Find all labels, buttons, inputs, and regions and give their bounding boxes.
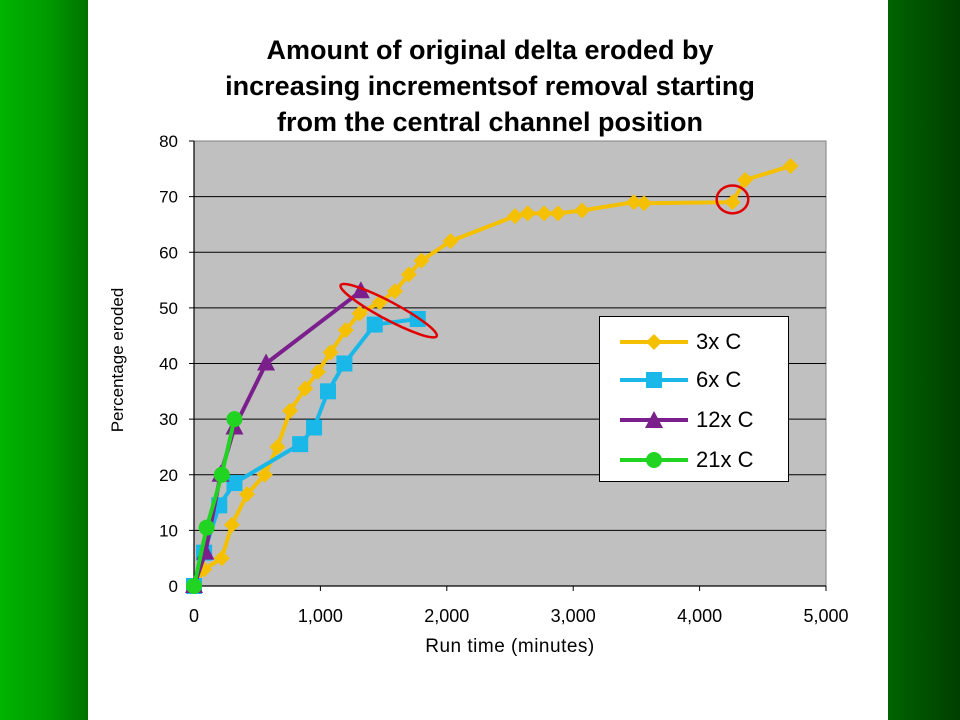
legend-item-12x: 12x C bbox=[600, 405, 788, 435]
legend-label-6x: 6x C bbox=[696, 367, 742, 392]
left-green-band bbox=[0, 0, 88, 720]
data-point-3xc-16 bbox=[413, 252, 430, 269]
title-line-1: Amount of original delta eroded by bbox=[266, 35, 714, 65]
data-point-3xc-14 bbox=[386, 283, 403, 300]
data-point-21xc-3 bbox=[226, 411, 243, 428]
x-tick-label-3: 3,000 bbox=[551, 606, 596, 626]
series-line-21xc bbox=[192, 418, 237, 587]
legend-item-3x: 3x C bbox=[600, 327, 788, 357]
data-point-3xc-17 bbox=[442, 233, 459, 250]
x-tick-label-2: 2,000 bbox=[424, 606, 469, 626]
data-point-3xc-8 bbox=[297, 380, 314, 397]
highlight-circle bbox=[715, 184, 750, 215]
legend-item-21x: 21x C bbox=[600, 445, 788, 475]
y-tick-label-8: 80 bbox=[159, 132, 178, 151]
highlight-ellipse bbox=[339, 282, 439, 339]
legend-key-square bbox=[620, 372, 688, 388]
legend-label-21x: 21x C bbox=[696, 447, 754, 472]
legend-label-12x: 12x C bbox=[696, 407, 754, 432]
y-tick-label-7: 70 bbox=[159, 188, 178, 207]
data-point-3xc-4 bbox=[239, 486, 256, 503]
data-point-3xc-22 bbox=[574, 202, 591, 219]
data-point-3xc-11 bbox=[337, 322, 354, 339]
data-point-3xc-6 bbox=[269, 438, 286, 455]
data-point-6xc-7 bbox=[336, 355, 353, 372]
data-point-6xc-6 bbox=[319, 383, 336, 400]
x-axis-label: Run time (minutes) bbox=[425, 636, 595, 657]
legend-item-6x: 6x C bbox=[600, 365, 788, 395]
data-point-3xc-26 bbox=[737, 171, 754, 188]
data-point-3xc-12 bbox=[351, 305, 368, 322]
legend-key-diamond bbox=[620, 334, 688, 350]
y-tick-label-5: 50 bbox=[159, 299, 178, 318]
chart-title: Amount of original delta eroded by incre… bbox=[180, 32, 800, 140]
data-point-3xc-23 bbox=[625, 194, 642, 211]
y-tick-label-1: 10 bbox=[159, 521, 178, 540]
data-point-6xc-4 bbox=[292, 436, 309, 453]
x-tick-label-4: 4,000 bbox=[677, 606, 722, 626]
y-tick-label-0: 0 bbox=[169, 577, 178, 596]
data-point-3xc-27 bbox=[782, 158, 799, 175]
data-point-12xc-5 bbox=[351, 281, 370, 299]
legend: 3x C 6x C 12x C 21x C bbox=[599, 316, 789, 482]
y-tick-label-3: 30 bbox=[159, 410, 178, 429]
data-point-3xc-10 bbox=[322, 344, 339, 361]
title-line-3: from the central channel position bbox=[276, 107, 704, 137]
data-point-3xc-21 bbox=[550, 205, 567, 222]
data-point-3xc-18 bbox=[507, 208, 524, 225]
data-point-3xc-7 bbox=[282, 402, 299, 419]
data-point-6xc-3 bbox=[226, 475, 243, 492]
data-point-21xc-1 bbox=[198, 519, 215, 536]
title-line-2: increasing incrementsof removal starting bbox=[225, 71, 755, 101]
data-point-3xc-2 bbox=[213, 550, 230, 567]
series-line-3xc bbox=[192, 164, 792, 588]
legend-label-3x: 3x C bbox=[696, 329, 742, 354]
data-point-12xc-4 bbox=[257, 353, 276, 371]
data-point-3xc-20 bbox=[536, 205, 553, 222]
data-point-6xc-5 bbox=[306, 419, 323, 436]
y-axis-label: Percentage eroded bbox=[108, 287, 127, 433]
x-tick-label-5: 5,000 bbox=[803, 606, 848, 626]
x-tick-label-0: 0 bbox=[189, 606, 199, 626]
legend-key-triangle bbox=[620, 411, 688, 428]
legend-key-circle bbox=[620, 452, 688, 468]
y-tick-label-6: 60 bbox=[159, 243, 178, 262]
y-tick-label-4: 40 bbox=[159, 355, 178, 374]
data-point-21xc-0 bbox=[186, 578, 202, 594]
data-point-3xc-19 bbox=[519, 205, 536, 222]
data-point-3xc-5 bbox=[256, 466, 273, 483]
data-point-21xc-2 bbox=[213, 466, 230, 483]
data-point-3xc-9 bbox=[309, 363, 326, 380]
data-point-3xc-24 bbox=[635, 195, 652, 212]
x-tick-label-1: 1,000 bbox=[298, 606, 343, 626]
data-point-6xc-8 bbox=[366, 316, 383, 333]
data-point-3xc-3 bbox=[223, 516, 240, 533]
data-point-3xc-25 bbox=[724, 194, 741, 211]
data-point-3xc-15 bbox=[400, 266, 417, 283]
y-tick-label-2: 20 bbox=[159, 466, 178, 485]
right-green-band bbox=[888, 0, 960, 720]
